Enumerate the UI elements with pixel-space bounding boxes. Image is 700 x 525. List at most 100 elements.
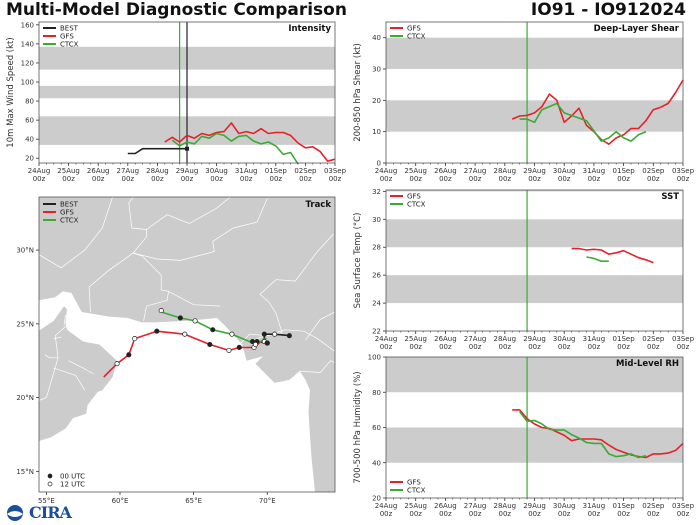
- x-tick-label: 27Aug: [464, 335, 487, 343]
- noaa-logo-icon: [7, 504, 23, 521]
- panel-title: Deep-Layer Shear: [594, 24, 680, 34]
- land-iran-pakistan-india: [39, 197, 335, 492]
- x-tick-label: 00z: [617, 175, 630, 183]
- track-point-00utc: [210, 327, 216, 333]
- x-tick-label: 31Aug: [583, 167, 606, 175]
- x-tick-label: 00z: [380, 510, 393, 518]
- x-tick-label: 00z: [299, 175, 312, 183]
- country-border: [168, 291, 221, 307]
- shaded-band: [386, 275, 683, 304]
- y-axis-label: 10m Max Wind Speed (kt): [6, 37, 16, 147]
- series-line-gfs: [512, 409, 684, 459]
- y-tick-label: 40: [372, 34, 381, 42]
- x-tick-label: 00z: [210, 175, 223, 183]
- y-axis-label: Sea Surface Temp (°C): [353, 213, 363, 309]
- y-tick-label: 40: [372, 459, 381, 467]
- country-border: [146, 197, 231, 230]
- x-tick-label: 24Aug: [28, 167, 51, 175]
- country-border: [53, 367, 85, 391]
- track-point-00utc: [261, 331, 267, 337]
- x-tick-label: 00z: [181, 175, 194, 183]
- country-border: [240, 233, 334, 344]
- track-point-00utc: [249, 338, 256, 345]
- lon-tick-label: 65°E: [185, 497, 202, 505]
- track-line-ctcx: [160, 310, 267, 346]
- legend-label-best: BEST: [60, 201, 79, 209]
- x-tick-label: 25Aug: [57, 167, 80, 175]
- lon-tick-label: 55°E: [38, 497, 55, 505]
- x-tick-label: 29Aug: [523, 167, 546, 175]
- country-border: [63, 314, 66, 326]
- track-point-00utc: [126, 352, 132, 358]
- y-tick-label: 100: [368, 354, 381, 362]
- x-tick-label: 00z: [409, 175, 422, 183]
- x-tick-label: 29Aug: [176, 167, 199, 175]
- x-tick-label: 00z: [380, 175, 393, 183]
- legend-label-ctcx: CTCX: [60, 41, 79, 49]
- x-tick-label: 02Sep: [294, 167, 317, 175]
- x-tick-label: 30Aug: [553, 502, 576, 510]
- x-tick-label: 26Aug: [87, 167, 110, 175]
- country-border: [299, 360, 335, 373]
- track-point-00utc: [286, 333, 292, 339]
- x-tick-label: 00z: [647, 510, 660, 518]
- x-tick-label: 30Aug: [553, 167, 576, 175]
- legend-marker-label: 00 UTC: [60, 473, 85, 481]
- country-border: [305, 311, 335, 341]
- x-tick-label: 00z: [409, 343, 422, 351]
- x-tick-label: 00z: [617, 510, 630, 518]
- series-end-marker: [185, 146, 189, 151]
- legend-label-best: BEST: [60, 25, 79, 33]
- x-tick-label: 01Sep: [613, 502, 636, 510]
- x-tick-label: 00z: [439, 510, 452, 518]
- lat-tick-label: 15°N: [16, 468, 34, 476]
- y-axis-label: 200-850 hPa Shear (kt): [353, 43, 363, 142]
- panel-title: Track: [306, 200, 332, 210]
- shaded-band: [386, 427, 683, 463]
- axes-frame: [385, 189, 684, 332]
- panel-shear: 24Aug00z25Aug00z26Aug00z27Aug00z28Aug00z…: [353, 21, 695, 183]
- x-tick-label: 00z: [617, 343, 630, 351]
- series-line-best: [127, 147, 187, 155]
- x-tick-label: 00z: [62, 175, 75, 183]
- panel-title: Mid-Level RH: [616, 359, 679, 369]
- legend-label-gfs: GFS: [60, 33, 74, 41]
- storm-title: IO91 - IO912024: [530, 0, 686, 20]
- x-tick-label: 27Aug: [117, 167, 140, 175]
- x-tick-label: 28Aug: [494, 167, 517, 175]
- country-border: [68, 360, 94, 375]
- lat-tick-label: 30°N: [16, 247, 34, 255]
- y-tick-label: 24: [372, 300, 381, 308]
- legend-label-gfs: GFS: [407, 25, 421, 33]
- x-tick-label: 01Sep: [613, 335, 636, 343]
- track-point-12utc: [226, 347, 232, 353]
- country-border: [39, 357, 59, 401]
- lon-tick-label: 60°E: [112, 497, 129, 505]
- track-point-12utc: [252, 341, 259, 348]
- legend-label-ctcx: CTCX: [60, 217, 79, 225]
- y-tick-label: 20: [372, 97, 381, 105]
- x-tick-label: 25Aug: [404, 502, 427, 510]
- track-point-12utc: [158, 308, 164, 314]
- legend-label-ctcx: CTCX: [407, 487, 426, 495]
- y-tick-label: 30: [372, 66, 381, 74]
- y-tick-label: 60: [25, 117, 34, 125]
- x-tick-label: 01Sep: [613, 167, 636, 175]
- country-border: [53, 336, 62, 339]
- track-point-12utc: [192, 318, 198, 324]
- series-line-gfs: [164, 122, 336, 162]
- panel-track: 55°E 60°E 65°E 70°E 15°N 20°N 25°N 30°N Track BES…: [16, 196, 336, 505]
- shaded-band: [386, 37, 683, 69]
- panel-sst: 24Aug00z25Aug00z26Aug00z27Aug00z28Aug00z…: [353, 188, 695, 351]
- x-tick-label: 00z: [558, 175, 571, 183]
- x-tick-label: 28Aug: [494, 335, 517, 343]
- y-tick-label: 22: [372, 328, 381, 336]
- x-tick-label: 02Sep: [642, 502, 665, 510]
- track-point-00utc: [236, 344, 242, 351]
- legend-marker-label: 12 UTC: [60, 481, 85, 489]
- y-tick-label: 60: [372, 424, 381, 432]
- track-point-12utc: [272, 331, 278, 337]
- map-layer: [39, 197, 335, 492]
- x-tick-label: 31Aug: [583, 502, 606, 510]
